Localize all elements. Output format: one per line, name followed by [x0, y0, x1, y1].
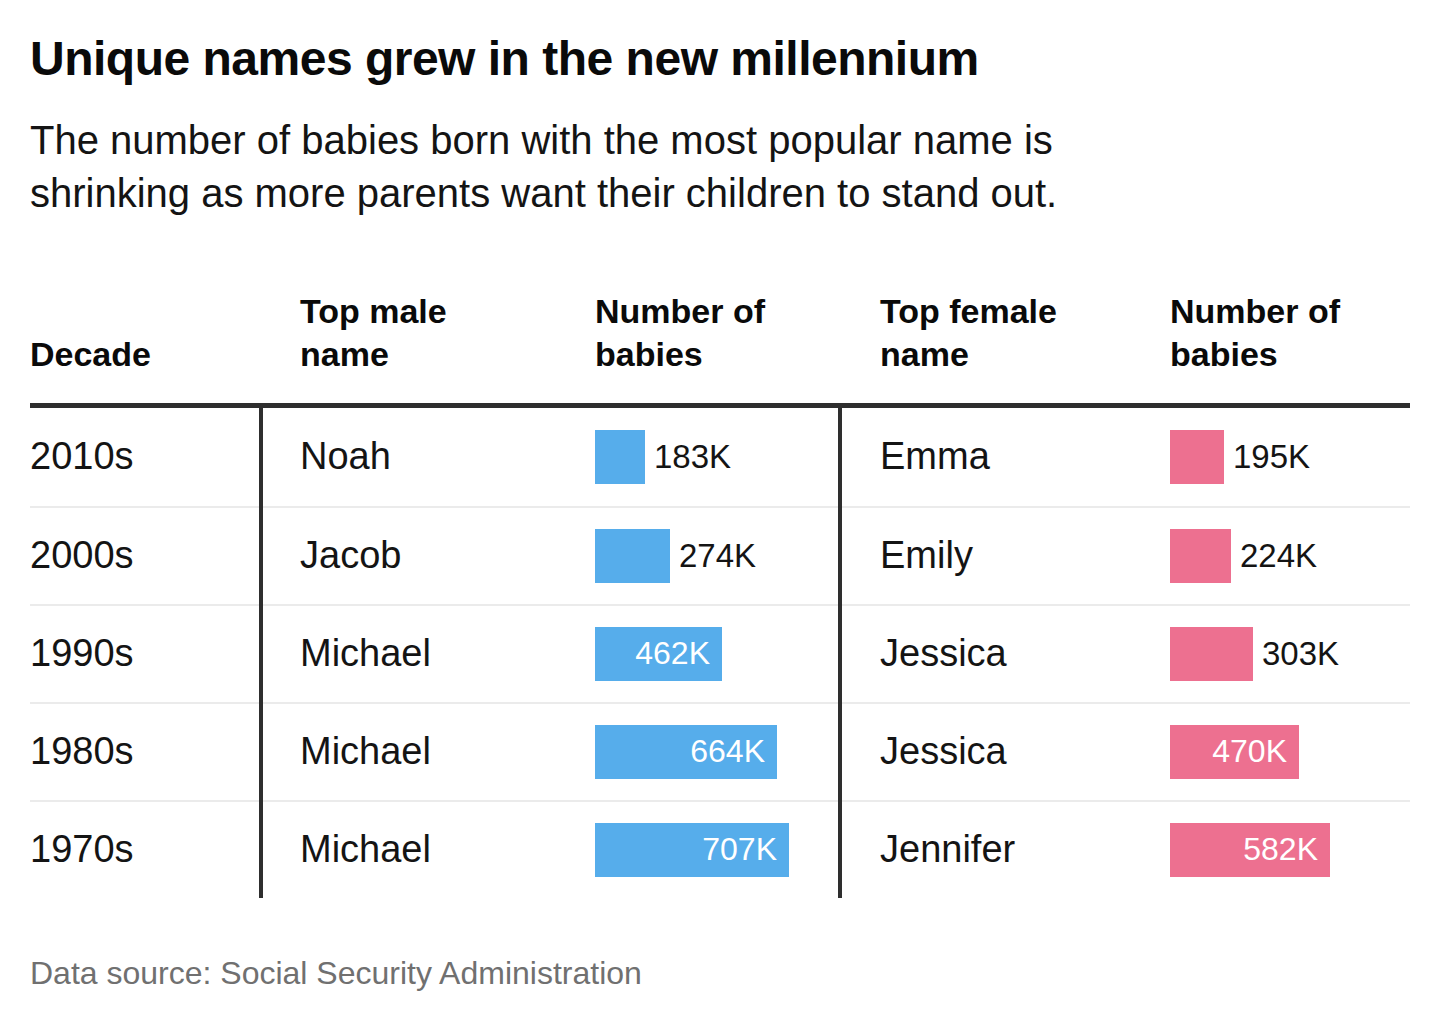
column-header-top-male-name-label: Top male name — [300, 290, 485, 377]
column-divider-female — [838, 403, 842, 898]
female-bar-value-label: 224K — [1240, 537, 1317, 575]
female-name-cell: Emma — [840, 435, 1170, 478]
decade-cell: 2000s — [30, 534, 262, 577]
male-bar-value-label: 707K — [702, 831, 789, 868]
male-name-cell: Michael — [262, 828, 595, 871]
male-bar: 462K — [595, 627, 722, 681]
male-name-cell: Jacob — [262, 534, 595, 577]
female-name-cell: Emily — [840, 534, 1170, 577]
table-row: 1990sMichael 462K Jessica 303K — [30, 604, 1410, 702]
male-bar — [595, 529, 670, 583]
male-bar-cell: 462K — [595, 627, 840, 681]
female-bar — [1170, 627, 1253, 681]
decade-cell: 2010s — [30, 435, 262, 478]
male-bar-value-label: 664K — [690, 733, 777, 770]
table-row: 1970sMichael 707K Jennifer 582K — [30, 800, 1410, 898]
decade-cell: 1990s — [30, 632, 262, 675]
column-header-number-of-babies-female: Number of babies — [1170, 290, 1410, 377]
data-source-note: Data source: Social Security Administrat… — [30, 955, 1410, 992]
table-row: 2010sNoah 183K Emma 195K — [30, 408, 1410, 506]
column-header-top-male-name: Top male name — [262, 290, 595, 377]
male-bar-cell: 274K — [595, 529, 840, 583]
table-header-row: Decade Top male name Number of babies To… — [30, 265, 1410, 403]
female-bar-cell: 303K — [1170, 627, 1410, 681]
male-bar-value-label: 183K — [654, 438, 731, 476]
decade-cell: 1970s — [30, 828, 262, 871]
column-header-number-of-babies-female-label: Number of babies — [1170, 290, 1385, 377]
female-bar-value-label: 195K — [1233, 438, 1310, 476]
chart-title: Unique names grew in the new millennium — [30, 30, 1410, 88]
chart-page: Unique names grew in the new millennium … — [0, 0, 1440, 992]
male-bar: 707K — [595, 823, 789, 877]
female-bar — [1170, 430, 1224, 484]
chart-subtitle-line-1: The number of babies born with the most … — [30, 114, 1410, 167]
male-bar-value-label: 462K — [635, 635, 722, 672]
table-row: 2000sJacob 274K Emily 224K — [30, 506, 1410, 604]
female-bar-cell: 582K — [1170, 823, 1410, 877]
chart-subtitle: The number of babies born with the most … — [30, 114, 1410, 220]
female-bar-value-label: 303K — [1262, 635, 1339, 673]
male-bar-cell: 183K — [595, 430, 840, 484]
decade-cell: 1980s — [30, 730, 262, 773]
female-bar — [1170, 529, 1231, 583]
column-header-number-of-babies-male-label: Number of babies — [595, 290, 810, 377]
female-bar-cell: 224K — [1170, 529, 1410, 583]
male-name-cell: Michael — [262, 632, 595, 675]
male-bar-cell: 707K — [595, 823, 840, 877]
male-name-cell: Michael — [262, 730, 595, 773]
chart-subtitle-line-2: shrinking as more parents want their chi… — [30, 167, 1410, 220]
male-name-cell: Noah — [262, 435, 595, 478]
male-bar-cell: 664K — [595, 725, 840, 779]
female-bar-cell: 195K — [1170, 430, 1410, 484]
female-name-cell: Jennifer — [840, 828, 1170, 871]
female-bar-value-label: 470K — [1212, 733, 1299, 770]
male-bar: 664K — [595, 725, 777, 779]
female-bar: 470K — [1170, 725, 1299, 779]
column-header-decade: Decade — [30, 333, 262, 377]
female-bar: 582K — [1170, 823, 1330, 877]
female-name-cell: Jessica — [840, 632, 1170, 675]
female-name-cell: Jessica — [840, 730, 1170, 773]
table-body: 2010sNoah 183K Emma 195K 2000sJacob 274K Emily… — [30, 408, 1410, 898]
column-divider-male — [259, 403, 263, 898]
column-header-top-female-name: Top female name — [840, 290, 1170, 377]
female-bar-value-label: 582K — [1243, 831, 1330, 868]
male-bar — [595, 430, 645, 484]
names-table: Decade Top male name Number of babies To… — [30, 265, 1410, 898]
male-bar-value-label: 274K — [679, 537, 756, 575]
column-header-number-of-babies-male: Number of babies — [595, 290, 840, 377]
female-bar-cell: 470K — [1170, 725, 1410, 779]
table-row: 1980sMichael 664K Jessica 470K — [30, 702, 1410, 800]
column-header-decade-label: Decade — [30, 333, 262, 377]
column-header-top-female-name-label: Top female name — [880, 290, 1090, 377]
